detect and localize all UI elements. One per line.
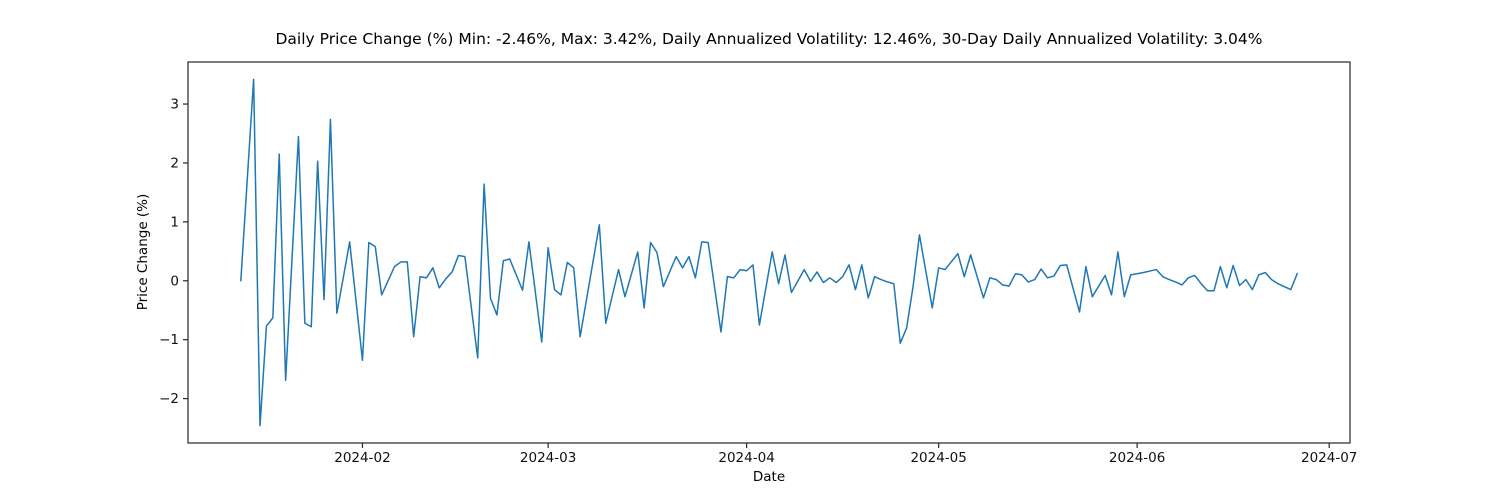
y-tick-label: −1 — [159, 332, 179, 348]
x-axis-label: Date — [752, 469, 786, 485]
x-tick-label: 2024-04 — [718, 450, 774, 466]
x-tick-label: 2024-03 — [520, 450, 576, 466]
axes-frame — [187, 61, 1351, 444]
x-tick-label: 2024-06 — [1109, 450, 1165, 466]
x-tick-label: 2024-02 — [334, 450, 390, 466]
x-tick-label: 2024-07 — [1301, 450, 1357, 466]
chart-title: Daily Price Change (%) Min: -2.46%, Max:… — [275, 30, 1263, 48]
y-tick-label: 2 — [170, 155, 179, 171]
x-tick-label: 2024-05 — [910, 450, 966, 466]
y-tick-label: 1 — [170, 214, 179, 230]
y-axis-label: Price Change (%) — [135, 193, 151, 311]
y-tick-label: −2 — [159, 391, 179, 407]
price-change-line — [240, 78, 1298, 427]
y-tick-label: 3 — [170, 97, 179, 113]
y-tick-label: 0 — [170, 273, 179, 289]
